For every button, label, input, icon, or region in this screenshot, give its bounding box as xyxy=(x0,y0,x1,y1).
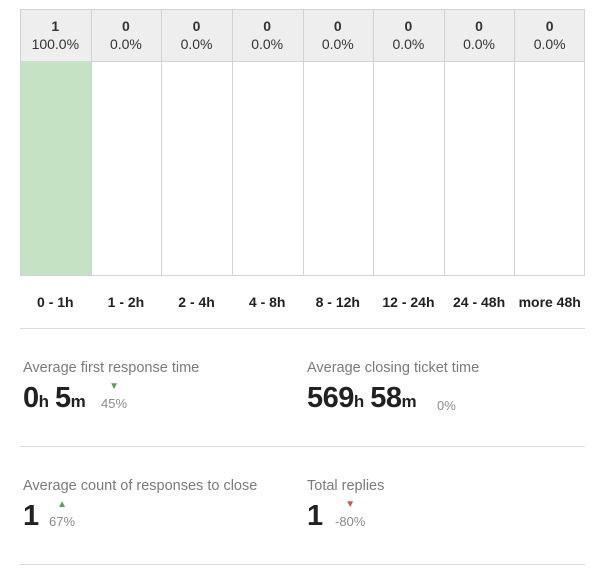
trend-up-arrow-icon: ▲ xyxy=(57,499,67,510)
column-body xyxy=(20,61,91,276)
column-percent: 0.0% xyxy=(321,36,354,52)
response-time-distribution-chart: 1 100.0% 0 0.0% 0 0.0% 0 0.0% 0 0.0% 0 0.0% 0 0.0% 0 0.… xyxy=(20,9,585,276)
column-header: 0 0.0% xyxy=(514,9,585,62)
trend-indicator: ▲ 67% xyxy=(49,499,76,530)
chart-column-2: 0 0.0% xyxy=(161,9,232,276)
metric-first-response: Average first response time 0h 5m ▼ 45% xyxy=(23,360,199,418)
metric-closing-time: Average closing ticket time 569h 58m 0% xyxy=(307,360,479,418)
column-count: 0 xyxy=(404,18,413,34)
minutes-unit: m xyxy=(401,392,417,411)
column-header: 0 0.0% xyxy=(443,9,515,62)
x-axis-label: 1 - 2h xyxy=(107,294,145,310)
count-value: 1 xyxy=(307,500,323,532)
grid-line xyxy=(231,9,233,276)
metric-responses-to-close: Average count of responses to close 1 ▲ … xyxy=(23,478,257,536)
column-percent: 0.0% xyxy=(180,36,213,52)
divider xyxy=(20,564,585,565)
hours-value: 569 xyxy=(307,382,354,414)
trend-indicator: ▼ 45% xyxy=(101,381,128,412)
grid-line xyxy=(161,9,163,276)
column-body xyxy=(90,62,162,276)
column-body xyxy=(443,62,515,276)
minutes-value: 58 xyxy=(370,382,402,414)
column-header: 0 0.0% xyxy=(90,9,162,62)
column-header: 0 0.0% xyxy=(161,9,232,62)
chart-column-0: 1 100.0% xyxy=(20,9,91,276)
column-count: 0 xyxy=(475,18,483,34)
column-count: 0 xyxy=(333,18,342,34)
x-axis-label: 0 - 1h xyxy=(37,294,74,310)
column-percent: 0.0% xyxy=(109,36,142,52)
grid-line xyxy=(373,9,375,276)
minutes-unit: m xyxy=(70,392,86,411)
column-body xyxy=(373,62,444,276)
divider xyxy=(20,446,585,447)
column-count: 0 xyxy=(192,18,201,34)
grid-line xyxy=(20,9,21,276)
x-axis-label: 2 - 4h xyxy=(178,294,215,310)
trend-indicator: ▼ -80% xyxy=(335,499,366,530)
column-count: 1 xyxy=(51,18,60,34)
column-header: 0 0.0% xyxy=(231,9,303,62)
divider xyxy=(20,328,585,329)
column-percent: 0.0% xyxy=(463,36,496,52)
chart-column-1: 0 0.0% xyxy=(90,9,162,276)
chart-column-7: 0 0.0% xyxy=(514,9,585,276)
column-header: 0 0.0% xyxy=(373,9,444,62)
trend-down-arrow-icon: ▼ xyxy=(345,499,356,510)
hours-unit: h xyxy=(353,392,365,411)
x-axis-label: more 48h xyxy=(518,294,581,310)
chart-column-3: 0 0.0% xyxy=(231,9,303,276)
column-body xyxy=(514,62,585,276)
column-body xyxy=(231,62,303,276)
x-axis-label: 12 - 24h xyxy=(382,294,435,310)
column-bar-fill xyxy=(20,61,91,275)
trend-value: 67% xyxy=(49,514,76,529)
chart-column-5: 0 0.0% xyxy=(373,9,444,276)
column-body xyxy=(161,62,232,276)
x-axis-label: 8 - 12h xyxy=(315,294,360,310)
column-count: 0 xyxy=(545,18,554,34)
x-axis-label: 4 - 8h xyxy=(248,294,286,310)
trend-value: 45% xyxy=(101,396,128,411)
chart-column-6: 0 0.0% xyxy=(443,9,515,276)
minutes-value: 5 xyxy=(55,382,71,414)
trend-down-arrow-icon: ▼ xyxy=(109,381,119,392)
count-value: 1 xyxy=(23,500,39,532)
x-axis-label: 24 - 48h xyxy=(452,294,506,310)
trend-value: 0% xyxy=(437,398,456,413)
grid-line xyxy=(443,9,445,276)
column-header: 1 100.0% xyxy=(20,9,91,62)
metric-label: Average first response time xyxy=(23,360,200,376)
grid-line xyxy=(90,9,92,276)
column-count: 0 xyxy=(263,18,272,34)
chart-column-4: 0 0.0% xyxy=(302,9,374,276)
metric-label: Total replies xyxy=(307,478,385,494)
column-body xyxy=(302,62,374,276)
hours-unit: h xyxy=(38,392,50,411)
metric-label: Average count of responses to close xyxy=(23,478,258,494)
column-count: 0 xyxy=(122,18,130,34)
grid-line xyxy=(514,9,516,276)
metric-total-replies: Total replies 1 ▼ -80% xyxy=(307,478,384,536)
column-percent: 100.0% xyxy=(31,36,80,52)
metric-label: Average closing ticket time xyxy=(307,360,480,376)
trend-value: -80% xyxy=(335,514,366,529)
grid-line xyxy=(584,9,585,276)
column-percent: 0.0% xyxy=(533,36,566,52)
hours-value: 0 xyxy=(23,382,39,414)
column-header: 0 0.0% xyxy=(302,9,374,62)
grid-line xyxy=(302,9,304,276)
column-percent: 0.0% xyxy=(392,36,425,52)
column-percent: 0.0% xyxy=(251,36,284,52)
